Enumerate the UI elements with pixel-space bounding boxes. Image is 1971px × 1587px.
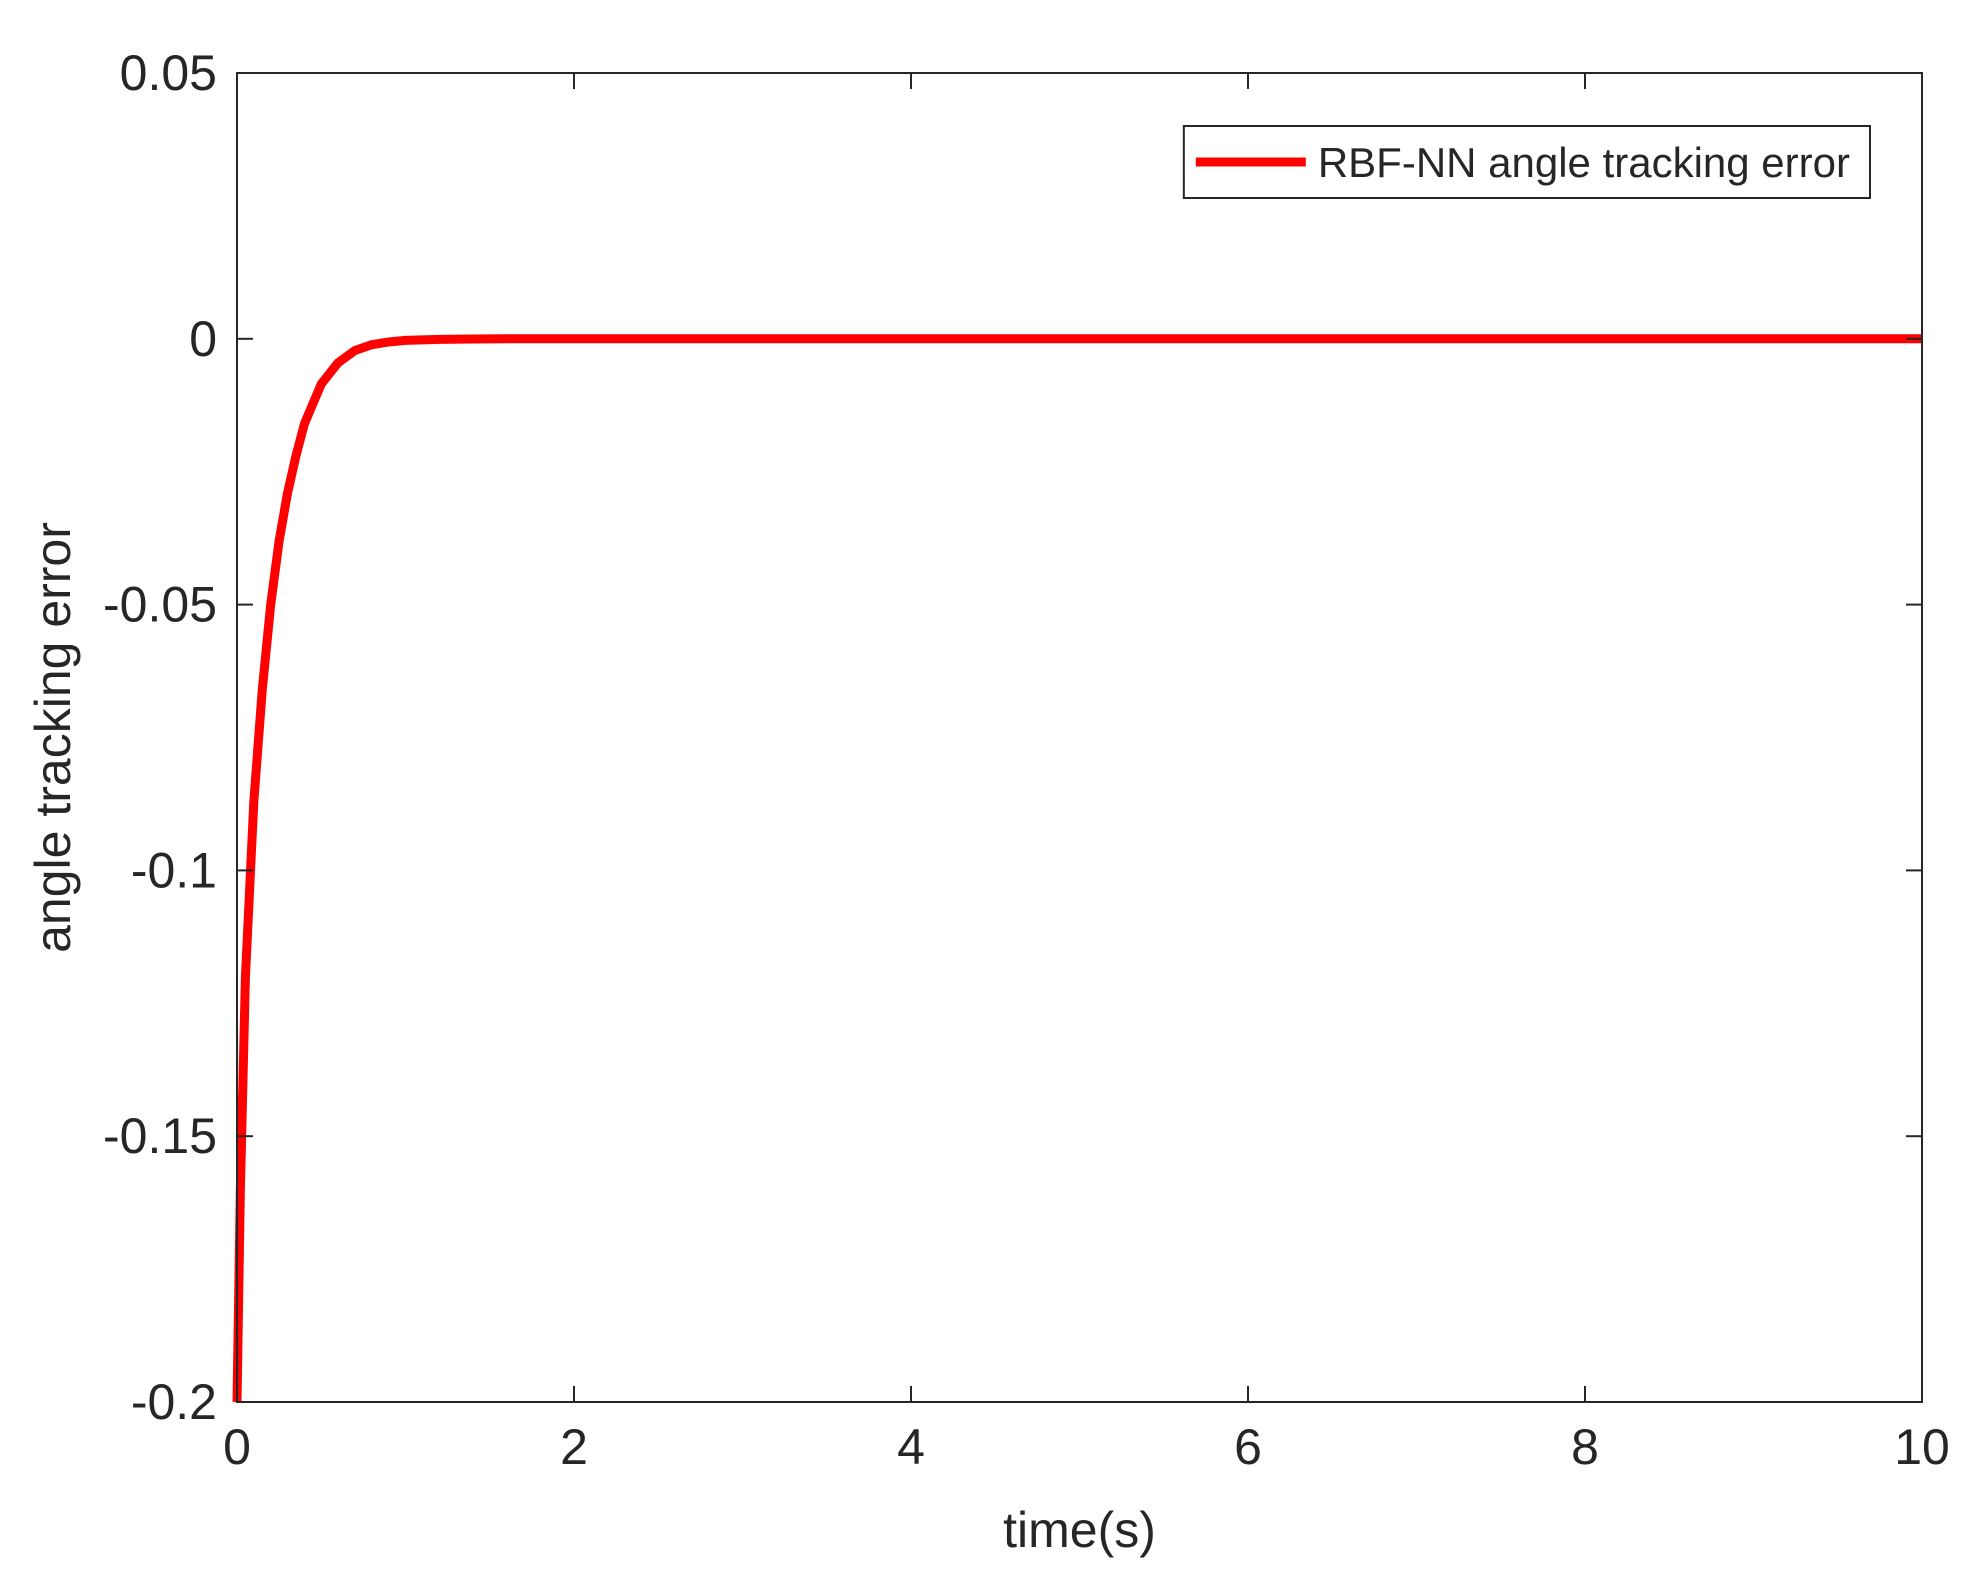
x-tick-label: 4	[897, 1419, 925, 1475]
y-axis-title: angle tracking error	[25, 522, 81, 953]
legend: RBF-NN angle tracking error	[1182, 125, 1871, 199]
x-tick-label: 8	[1571, 1419, 1599, 1475]
plot-frame	[236, 72, 1923, 1403]
y-tick-label: -0.15	[103, 1108, 217, 1164]
x-tick-label: 10	[1894, 1419, 1950, 1475]
x-tick-label: 0	[223, 1419, 251, 1475]
y-tick-label: 0	[189, 311, 217, 367]
legend-label: RBF-NN angle tracking error	[1318, 139, 1850, 186]
x-axis-title: time(s)	[1003, 1502, 1156, 1558]
x-tick-label: 6	[1234, 1419, 1262, 1475]
y-tick-label: 0.05	[120, 45, 217, 101]
y-axis: -0.2 -0.15 -0.1 -0.05 0 0.05	[103, 45, 1922, 1430]
y-tick-label: -0.2	[131, 1374, 217, 1430]
x-tick-label: 2	[560, 1419, 588, 1475]
y-tick-label: -0.05	[103, 577, 217, 633]
series-line-0	[232, 334, 1922, 1403]
y-tick-label: -0.1	[131, 842, 217, 898]
series-layer	[232, 334, 1922, 1403]
x-axis: 0 2 4 6 8 10	[223, 73, 1950, 1475]
plot-area	[237, 73, 1922, 1402]
